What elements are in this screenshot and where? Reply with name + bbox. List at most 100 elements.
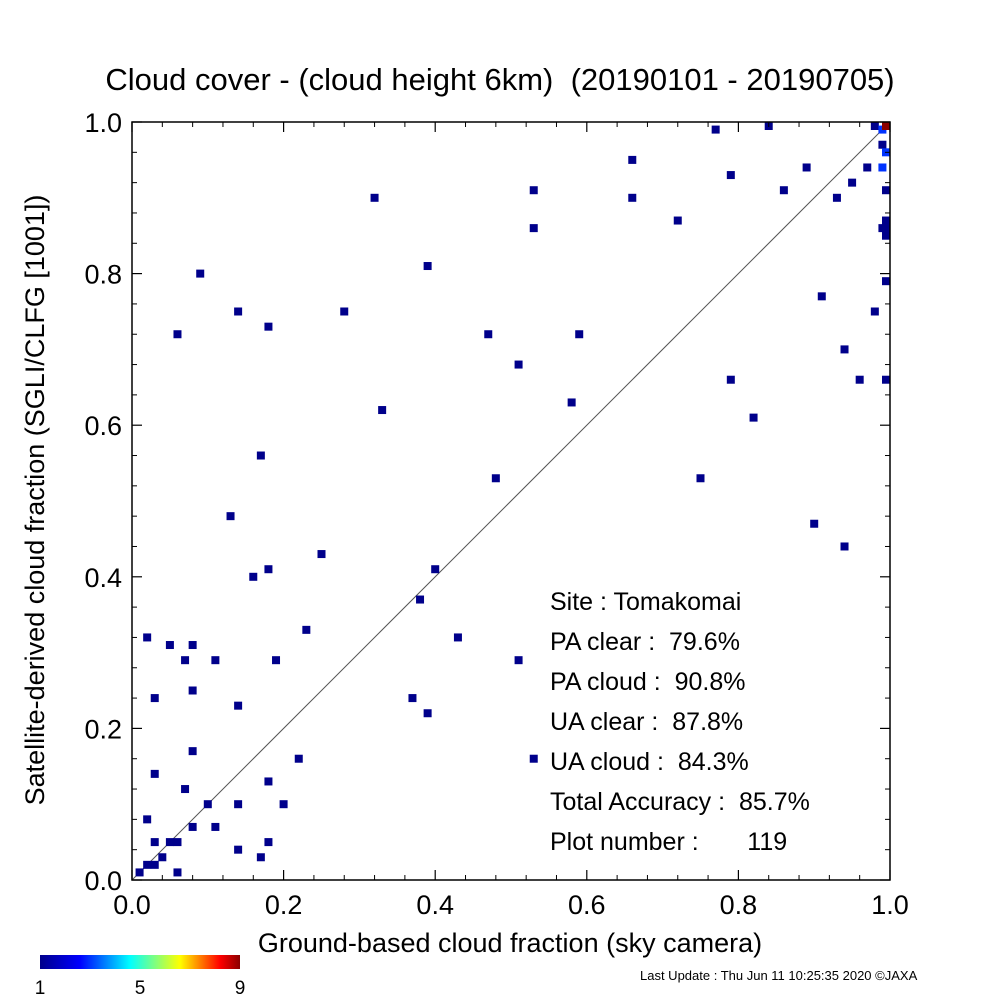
data-point [878,163,887,172]
data-point [234,845,243,854]
colorbar-tick-label: 1 [35,978,46,999]
data-point [173,330,182,339]
data-point [882,186,890,195]
stat-ua-cloud: UA cloud : 84.3% [550,748,749,776]
x-axis-label: Ground-based cloud fraction (sky camera) [258,928,762,958]
colorbar [40,955,240,969]
data-point [188,641,197,650]
data-point [802,163,811,172]
y-tick-label: 0.0 [84,866,122,896]
data-point [882,216,890,225]
y-axis-label: Satellite-derived cloud fraction (SGLI/C… [20,195,50,806]
data-point [423,709,432,718]
data-point [135,868,144,877]
data-point [423,262,432,271]
stats-box: Site : Tomakomai PA clear : 79.6% PA clo… [550,588,810,856]
data-point [143,860,152,869]
data-point [484,330,493,339]
data-point [165,641,174,650]
data-point [529,224,538,233]
data-point [340,307,349,316]
data-point [378,406,387,415]
data-point [150,769,159,778]
data-point [840,345,849,354]
data-point [878,140,887,149]
data-point [181,656,190,665]
data-point [143,815,152,824]
data-point [256,451,265,460]
data-point [173,838,182,847]
data-point [234,307,243,316]
data-point [848,178,857,187]
data-point [514,360,523,369]
data-point [264,777,273,786]
stat-pa-clear: PA clear : 79.6% [550,628,740,656]
data-point [882,375,890,384]
data-point [173,868,182,877]
x-tick-label: 0.6 [568,890,606,920]
data-point [810,519,819,528]
data-point [882,231,890,240]
data-point [234,701,243,710]
data-point [673,216,682,225]
data-point [529,754,538,763]
x-tick-label: 0.8 [720,890,758,920]
data-point [491,474,500,483]
chart-title: Cloud cover - (cloud height 6km) (201901… [105,62,894,97]
data-point [514,656,523,665]
data-point [855,375,864,384]
data-point [840,542,849,551]
y-tick-label: 0.4 [84,563,122,593]
stat-pa-cloud: PA cloud : 90.8% [550,668,746,696]
data-point [226,512,235,521]
data-point [165,838,174,847]
y-tick-label: 0.6 [84,411,122,441]
x-tick-label: 0.2 [265,890,303,920]
data-point [863,163,872,172]
data-point [302,625,311,634]
data-point [188,747,197,756]
data-point [567,398,576,407]
x-tick-label: 0.4 [416,890,454,920]
data-point [279,800,288,809]
data-point [749,413,758,422]
data-point [726,375,735,384]
data-point [211,656,220,665]
x-tick-label: 1.0 [871,890,909,920]
y-tick-label: 0.8 [84,260,122,290]
data-point [196,269,205,278]
colorbar-tick-label: 5 [135,978,146,999]
stat-ua-clear: UA clear : 87.8% [550,708,743,736]
data-point [150,860,159,869]
one-to-one-line [131,121,891,881]
last-update-footer: Last Update : Thu Jun 11 10:25:35 2020 ©… [640,968,918,983]
data-point [150,838,159,847]
data-point [188,686,197,695]
stat-site: Site : Tomakomai [550,588,741,616]
data-point [416,595,425,604]
data-point [211,822,220,831]
data-points [135,122,890,877]
data-point [817,292,826,301]
data-point [158,853,167,862]
data-point [529,186,538,195]
data-point [870,122,879,130]
colorbar-tick-label: 9 [235,978,246,999]
data-point [272,656,281,665]
data-point [256,853,265,862]
data-point [150,694,159,703]
data-point [264,565,273,574]
data-point [453,633,462,642]
x-tick-label: 0.0 [113,890,151,920]
data-point [779,186,788,195]
data-point [832,193,841,202]
data-point [870,307,879,316]
data-point [726,171,735,180]
colorbar-ticks: 1 5 9 [35,978,246,999]
data-point [188,822,197,831]
data-point [234,800,243,809]
data-point [264,322,273,331]
data-point [431,565,440,574]
data-point [264,838,273,847]
